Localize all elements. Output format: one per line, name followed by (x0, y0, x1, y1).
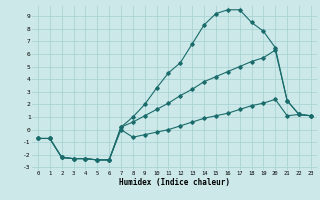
X-axis label: Humidex (Indice chaleur): Humidex (Indice chaleur) (119, 178, 230, 187)
